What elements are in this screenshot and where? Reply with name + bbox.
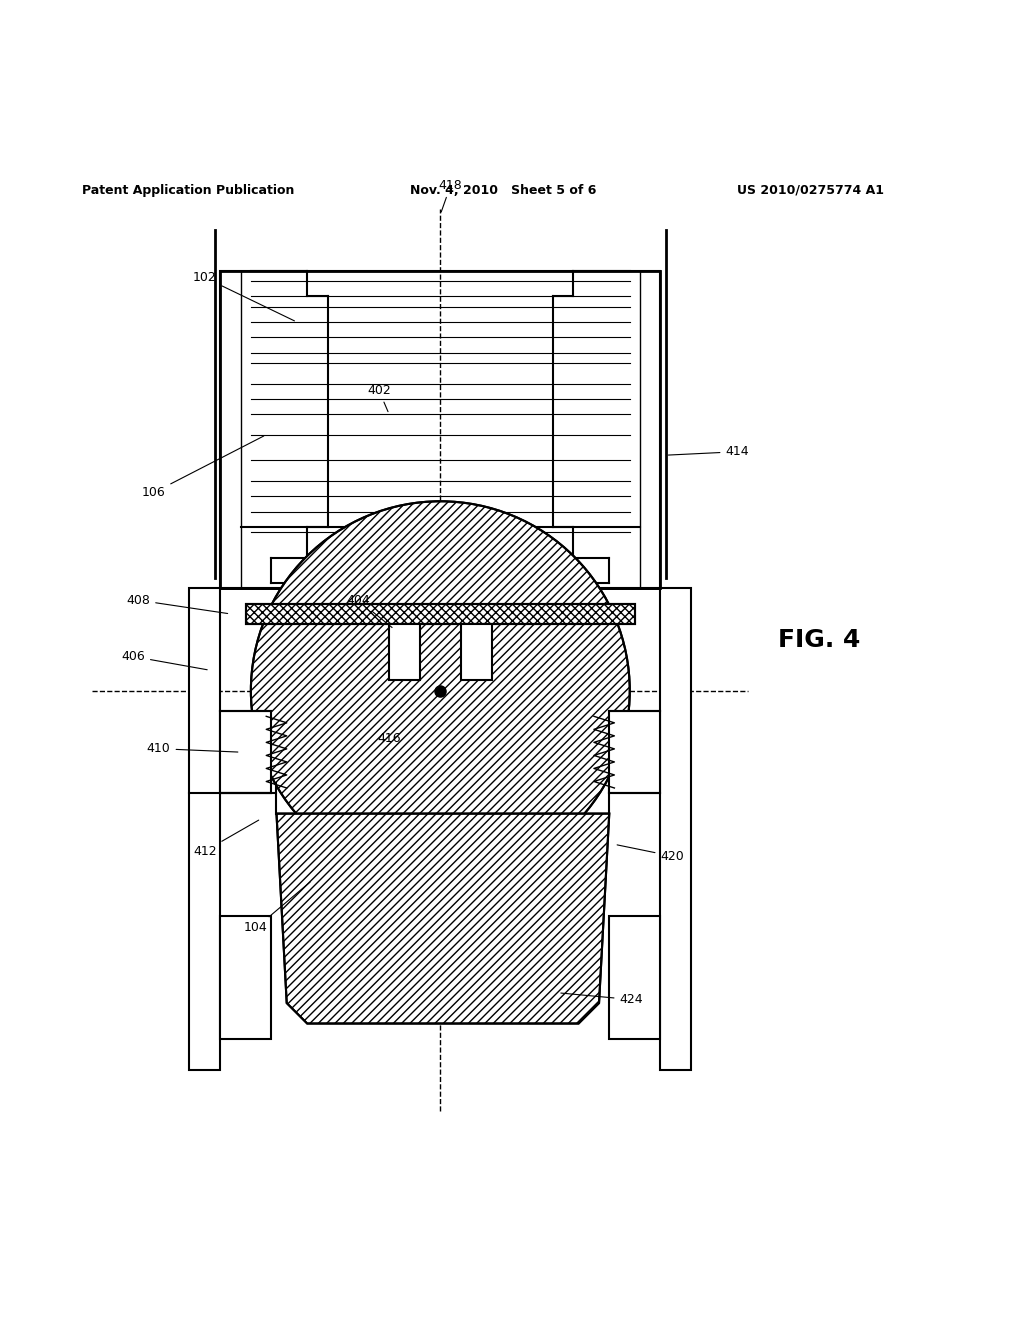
Polygon shape <box>609 711 660 793</box>
Polygon shape <box>220 711 271 793</box>
Polygon shape <box>660 589 691 1069</box>
Polygon shape <box>609 916 660 1039</box>
Text: 414: 414 <box>669 445 750 458</box>
Polygon shape <box>220 916 271 1039</box>
Polygon shape <box>461 624 492 681</box>
Polygon shape <box>389 624 420 681</box>
Circle shape <box>251 502 630 880</box>
Text: 104: 104 <box>244 882 310 935</box>
Text: Patent Application Publication: Patent Application Publication <box>82 183 294 197</box>
Text: 406: 406 <box>121 649 207 669</box>
Text: 402: 402 <box>367 384 391 412</box>
Polygon shape <box>276 813 609 1023</box>
Text: 102: 102 <box>193 271 295 321</box>
Text: US 2010/0275774 A1: US 2010/0275774 A1 <box>737 183 885 197</box>
Polygon shape <box>189 589 220 1069</box>
Text: 410: 410 <box>146 742 238 755</box>
Text: FIG. 4: FIG. 4 <box>778 627 860 652</box>
Text: 106: 106 <box>141 436 264 499</box>
Text: 412: 412 <box>193 820 259 858</box>
Text: 420: 420 <box>617 845 684 863</box>
Text: 424: 424 <box>561 993 643 1006</box>
Text: 408: 408 <box>126 594 227 614</box>
Text: 418: 418 <box>438 180 463 213</box>
Text: 416: 416 <box>377 731 401 744</box>
Text: 404: 404 <box>346 594 392 627</box>
Text: Nov. 4, 2010   Sheet 5 of 6: Nov. 4, 2010 Sheet 5 of 6 <box>410 183 596 197</box>
Polygon shape <box>246 603 635 624</box>
